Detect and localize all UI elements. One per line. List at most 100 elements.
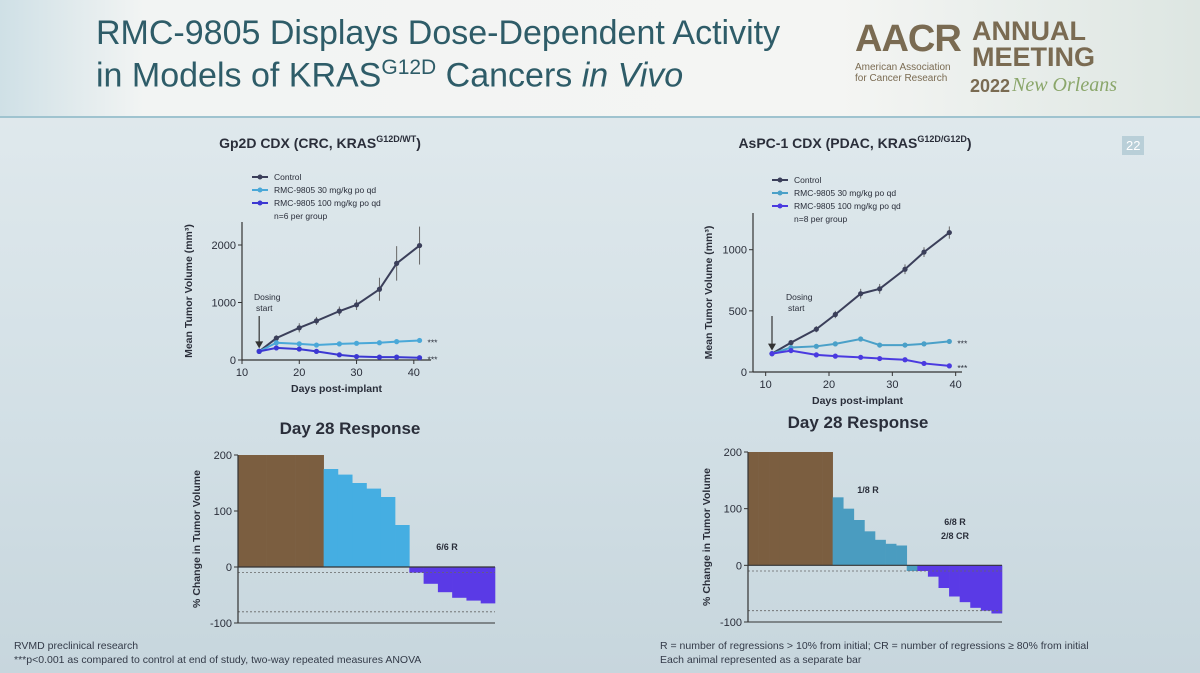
data-point xyxy=(353,340,360,346)
data-point xyxy=(921,360,927,367)
y-tick-label: 0 xyxy=(741,367,747,379)
legend-label: Control xyxy=(274,172,302,182)
bar xyxy=(466,567,482,601)
annotation: Dosing xyxy=(254,292,281,302)
legend-label: RMC-9805 100 mg/kg po qd xyxy=(794,201,901,211)
data-point xyxy=(394,260,400,266)
bar xyxy=(822,452,833,566)
data-point xyxy=(769,351,775,357)
data-point xyxy=(832,341,838,347)
bar xyxy=(779,452,791,566)
significance: *** xyxy=(957,338,968,348)
bar xyxy=(917,565,929,571)
bar xyxy=(366,488,382,567)
title-sup: G12D/WT xyxy=(376,134,417,144)
data-point xyxy=(813,343,819,349)
bar xyxy=(938,565,950,588)
data-point xyxy=(416,337,423,344)
data-point xyxy=(877,286,883,292)
bar xyxy=(790,452,802,566)
bar xyxy=(238,455,253,567)
title-text: Cancers xyxy=(445,56,573,95)
logo-name: American Association for Cancer Research xyxy=(855,62,951,84)
bar xyxy=(352,483,367,567)
data-point xyxy=(376,340,383,346)
footnote: RVMD preclinical research xyxy=(14,640,139,652)
y-tick-label: -100 xyxy=(210,618,232,630)
bar xyxy=(991,565,1003,614)
bar xyxy=(452,567,467,598)
x-tick-label: 40 xyxy=(408,367,420,379)
data-point xyxy=(273,335,279,341)
data-point xyxy=(902,357,908,363)
significance: *** xyxy=(428,355,439,365)
bar xyxy=(811,452,823,566)
data-point xyxy=(296,346,302,352)
annotation: 6/6 R xyxy=(436,542,458,552)
data-point xyxy=(902,266,908,272)
footnote: Each animal represented as a separate ba… xyxy=(660,654,862,666)
data-point xyxy=(921,249,927,255)
bar xyxy=(875,539,886,566)
annotation: Dosing xyxy=(786,292,813,302)
x-tick-label: 30 xyxy=(886,379,898,391)
data-point xyxy=(353,302,360,308)
title-sup: G12D/G12D xyxy=(917,134,967,144)
page-number: 22 xyxy=(1122,136,1145,155)
bar xyxy=(970,565,982,608)
annotation: 2/8 CR xyxy=(941,531,970,541)
bar xyxy=(748,452,759,566)
data-point xyxy=(832,353,838,359)
legend-marker xyxy=(777,177,783,183)
data-point xyxy=(256,348,262,354)
legend-marker xyxy=(777,190,783,196)
bar xyxy=(980,565,992,611)
annotation: start xyxy=(256,303,273,313)
title-italic: in Vivo xyxy=(581,56,684,95)
bar xyxy=(769,452,781,566)
significance: *** xyxy=(428,337,439,347)
data-point xyxy=(877,355,883,362)
data-point xyxy=(788,340,794,346)
legend-label: RMC-9805 30 mg/kg po qd xyxy=(794,188,896,198)
annotation-arrowhead xyxy=(768,343,776,351)
logo-year: 2022 xyxy=(970,76,1011,96)
bar xyxy=(309,455,324,567)
bar xyxy=(480,567,496,604)
chart-title: Day 28 Response xyxy=(280,419,421,438)
annotation-arrowhead xyxy=(255,341,264,349)
y-tick-label: 0 xyxy=(226,562,232,574)
slide-title: in Models of KRASG12D Cancers in Vivo xyxy=(96,56,683,95)
logo-acronym: AACR xyxy=(855,18,962,60)
legend-marker xyxy=(257,174,263,180)
bar xyxy=(906,565,918,571)
data-point xyxy=(858,336,864,342)
bar xyxy=(252,455,267,567)
data-point xyxy=(353,353,360,360)
y-axis-label: % Change in Tumor Volume xyxy=(701,468,713,606)
title-text: ) xyxy=(416,135,421,151)
data-point xyxy=(902,342,908,348)
legend-label: RMC-9805 100 mg/kg po qd xyxy=(274,198,381,208)
data-point xyxy=(313,348,320,354)
chart-title: Day 28 Response xyxy=(788,413,929,432)
data-point xyxy=(336,308,342,314)
y-tick-label: 0 xyxy=(230,355,236,367)
legend-marker xyxy=(257,187,263,193)
bar xyxy=(380,497,396,567)
legend-marker xyxy=(257,200,263,206)
data-point xyxy=(832,311,838,318)
significance: *** xyxy=(957,363,968,373)
bar xyxy=(323,469,339,567)
bar xyxy=(959,565,971,603)
y-tick-label: 100 xyxy=(214,506,232,518)
annotation: start xyxy=(788,303,805,313)
data-point xyxy=(273,345,279,351)
title-text: ) xyxy=(967,135,972,151)
bar xyxy=(280,455,296,567)
bar xyxy=(395,525,410,567)
title-text: AsPC-1 CDX (PDAC, KRAS xyxy=(738,135,917,151)
title-text: in Models of KRAS xyxy=(96,56,382,95)
annotation: 6/8 R xyxy=(944,517,966,527)
